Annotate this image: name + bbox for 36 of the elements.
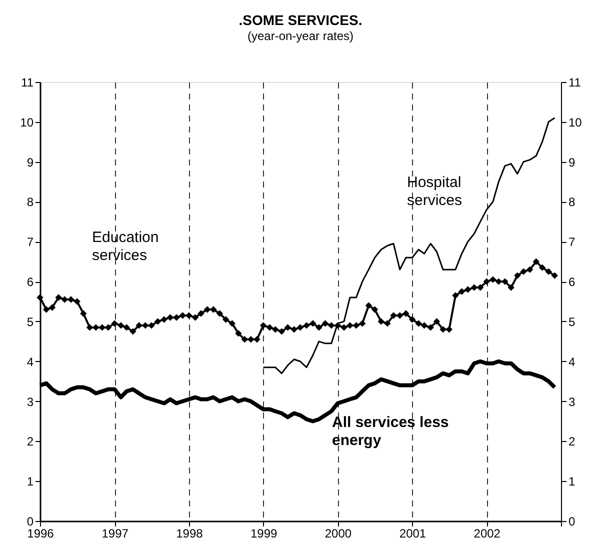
text: Education services bbox=[92, 229, 159, 264]
y-tick-label: 5 bbox=[26, 314, 34, 329]
y-tick-label: 11 bbox=[21, 76, 34, 90]
y2-tick-label: 10 bbox=[568, 115, 582, 130]
y2-tick-label: 4 bbox=[568, 354, 576, 369]
y2-tick-label: 0 bbox=[568, 514, 576, 528]
y2-tick-label: 1 bbox=[568, 474, 576, 489]
chart-subtitle: (year-on-year rates) bbox=[247, 29, 354, 43]
y-tick-label: 2 bbox=[26, 434, 34, 449]
x-tick-label: 1997 bbox=[102, 526, 129, 540]
x-tick-label: 1998 bbox=[176, 526, 204, 540]
y-tick-label: 9 bbox=[26, 155, 34, 170]
x-tick-label: 2002 bbox=[474, 526, 501, 540]
y2-tick-label: 11 bbox=[568, 76, 582, 90]
x-tick-label: 2001 bbox=[399, 526, 426, 540]
y-tick-label: 3 bbox=[26, 394, 34, 409]
x-tick-label: 1996 bbox=[27, 526, 54, 540]
y-tick-label: 0 bbox=[26, 514, 34, 528]
y2-tick-label: 5 bbox=[568, 314, 576, 329]
y2-tick-label: 8 bbox=[568, 195, 576, 210]
y2-tick-label: 6 bbox=[568, 275, 576, 290]
chart-title: .SOME SERVICES. bbox=[238, 12, 362, 28]
y-tick-label: 1 bbox=[26, 474, 34, 489]
y-tick-label: 8 bbox=[26, 195, 34, 210]
x-tick-label: 2000 bbox=[324, 526, 352, 540]
series-label: All services less energy bbox=[332, 414, 449, 449]
y2-tick-label: 9 bbox=[568, 155, 576, 170]
y2-tick-label: 7 bbox=[568, 235, 576, 250]
y-tick-label: 4 bbox=[26, 354, 34, 369]
x-tick-label: 1999 bbox=[250, 526, 278, 540]
y-tick-label: 7 bbox=[26, 235, 34, 250]
y-tick-label: 6 bbox=[26, 275, 34, 290]
y-tick-label: 10 bbox=[20, 115, 34, 130]
y2-tick-label: 2 bbox=[568, 434, 576, 449]
y2-tick-label: 3 bbox=[568, 394, 576, 409]
series-label: Hospital services bbox=[407, 174, 462, 209]
